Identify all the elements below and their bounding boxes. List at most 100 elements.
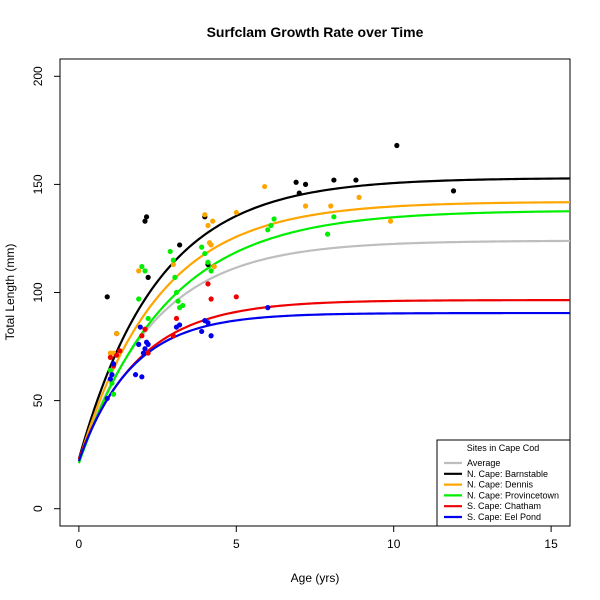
point-series-5	[145, 341, 151, 347]
point-series-2	[233, 209, 239, 216]
point-series-3	[331, 214, 337, 220]
point-series-3	[173, 289, 180, 296]
point-series-3	[109, 380, 115, 386]
x-axis-label: Age (yrs)	[291, 571, 340, 585]
x-tick-label: 0	[76, 537, 83, 551]
point-series-3	[172, 274, 178, 280]
point-series-2	[302, 203, 309, 209]
point-series-4	[142, 326, 148, 332]
point-series-5	[139, 374, 145, 380]
point-series-3	[136, 296, 142, 302]
curve-series-4	[77, 299, 570, 460]
point-series-5	[199, 328, 205, 335]
point-series-2	[387, 218, 394, 224]
point-series-5	[177, 322, 183, 328]
point-series-3	[199, 244, 205, 250]
legend-label: N. Cape: Provincetown	[467, 490, 559, 500]
curve-series-2	[77, 201, 570, 462]
point-series-4	[139, 333, 145, 339]
point-series-5	[110, 361, 117, 367]
point-series-3	[208, 268, 214, 274]
legend-label: N. Cape: Barnstable	[467, 469, 548, 479]
point-series-3	[180, 302, 186, 309]
point-series-1	[296, 190, 302, 196]
chart-title: Surfclam Growth Rate over Time	[207, 24, 424, 40]
point-series-3	[268, 222, 274, 229]
y-tick-label: 50	[31, 394, 45, 408]
x-tick-label: 5	[233, 537, 240, 551]
point-series-1	[394, 142, 400, 149]
point-series-5	[137, 324, 143, 330]
point-series-2	[202, 212, 208, 218]
point-series-1	[142, 218, 148, 224]
point-series-3	[139, 263, 145, 270]
x-tick-label: 15	[544, 537, 558, 551]
point-series-1	[353, 177, 359, 183]
y-tick-label: 100	[31, 282, 45, 302]
point-series-5	[142, 346, 148, 352]
point-series-3	[271, 216, 277, 222]
curve-series-1	[77, 177, 570, 460]
data-points	[104, 142, 457, 402]
point-series-4	[117, 348, 123, 354]
x-axis: 0 5 10 15	[76, 526, 558, 551]
curve-series-0	[77, 239, 570, 462]
point-series-2	[210, 218, 216, 224]
point-series-1	[450, 188, 457, 194]
point-series-3	[170, 257, 176, 263]
point-series-1	[331, 177, 337, 183]
point-series-1	[302, 181, 309, 187]
fitted-curves	[77, 177, 570, 464]
point-series-3	[107, 367, 113, 373]
legend-label: Average	[467, 458, 500, 468]
point-series-4	[205, 281, 211, 287]
point-series-5	[208, 333, 214, 339]
legend-box	[436, 439, 571, 527]
point-series-5	[205, 320, 211, 326]
point-series-2	[211, 263, 217, 270]
point-series-5	[107, 376, 113, 382]
point-series-4	[107, 354, 113, 360]
point-series-3	[175, 298, 181, 304]
point-series-3	[265, 227, 271, 233]
legend-label: S. Cape: Eel Pond	[467, 512, 541, 522]
point-series-5	[132, 372, 139, 378]
point-series-1	[293, 179, 299, 185]
curve-series-3	[77, 210, 570, 464]
point-series-2	[208, 242, 214, 248]
point-series-4	[233, 294, 239, 300]
point-series-2	[136, 268, 142, 274]
point-series-3	[142, 268, 148, 274]
point-series-4	[173, 315, 180, 322]
point-series-1	[145, 274, 151, 280]
point-series-4	[170, 333, 176, 339]
curve-series-5	[77, 311, 570, 462]
x-tick-label: 10	[387, 537, 401, 551]
point-series-4	[114, 352, 120, 358]
point-series-2	[170, 261, 176, 267]
legend-title: Sites in Cape Cod	[467, 443, 540, 453]
y-axis: 0 50 100 150 200	[31, 66, 60, 512]
legend-label: N. Cape: Dennis	[467, 480, 534, 490]
point-series-3	[145, 315, 151, 322]
point-series-2	[356, 194, 362, 200]
point-series-5	[109, 372, 115, 378]
point-series-3	[202, 250, 208, 257]
point-series-3	[324, 231, 331, 237]
y-tick-label: 150	[31, 174, 45, 194]
point-series-4	[208, 296, 214, 302]
point-series-5	[140, 350, 147, 356]
point-series-2	[114, 330, 120, 337]
point-series-5	[104, 395, 110, 402]
point-series-3	[205, 259, 211, 265]
point-series-5	[265, 305, 271, 311]
y-tick-label: 200	[31, 66, 45, 86]
point-series-2	[328, 203, 334, 209]
legend-label: S. Cape: Chatham	[467, 501, 541, 511]
point-series-2	[262, 183, 268, 190]
point-series-3	[110, 391, 117, 397]
point-series-3	[167, 248, 173, 255]
point-series-2	[205, 222, 211, 229]
